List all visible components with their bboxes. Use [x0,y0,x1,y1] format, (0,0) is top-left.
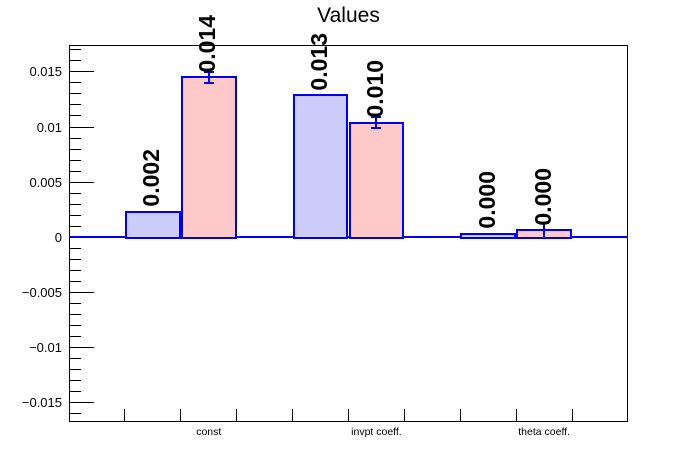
x-axis-tick [124,409,126,421]
y-axis-tick-label: −0.01 [29,339,62,355]
bar-pink-series-invpt-coeff- [348,121,405,240]
x-axis-tick [236,409,238,421]
y-axis-minor-tick [70,49,81,51]
y-axis-minor-tick [70,93,81,95]
x-axis-tick [459,409,461,421]
y-axis-minor-tick [70,137,81,139]
bar-blue-series-const [124,210,181,240]
y-axis-minor-tick [70,225,81,227]
x-axis-category-label: const [196,426,222,438]
y-axis-minor-tick [70,203,81,205]
y-axis-minor-tick [70,258,81,260]
y-axis-minor-tick [70,313,81,315]
y-axis-tick-label: 0 [54,229,62,245]
error-bar-bottom-cap [539,237,550,240]
y-axis-tick-label: 0.01 [36,119,62,135]
bar-blue-series-theta-coeff- [460,232,517,240]
x-axis-tick [292,409,294,421]
y-axis-major-tick [70,71,94,73]
bar-value-label: 0.000 [529,167,556,226]
y-axis-minor-tick [70,159,81,161]
y-axis-minor-tick [70,104,81,106]
error-bar [375,117,378,129]
y-axis-minor-tick [70,280,81,282]
y-axis-tick-label: 0.015 [29,64,62,80]
y-axis-minor-tick [70,302,81,304]
chart-title: Values [317,4,380,27]
error-bar [207,71,210,83]
y-axis-minor-tick [70,357,81,359]
y-axis-major-tick [70,401,94,403]
y-axis-minor-tick [70,269,81,271]
x-axis-tick [515,409,517,421]
y-axis-tick-label: 0.005 [29,174,62,190]
error-bar [543,222,546,239]
bar-value-label: 0.014 [194,14,221,73]
y-axis-major-tick [70,346,94,348]
x-axis-tick [403,409,405,421]
x-axis-tick [571,409,573,421]
y-axis-minor-tick [70,335,81,337]
y-axis-minor-tick [70,368,81,370]
y-axis-minor-tick [70,214,81,216]
bar-value-label: 0.013 [306,32,333,91]
y-axis-minor-tick [70,390,81,392]
y-axis-minor-tick [70,115,81,117]
y-axis-major-tick [70,181,94,183]
y-axis-major-tick [70,126,94,128]
error-bar-bottom-cap [203,81,214,84]
y-axis-major-tick [70,291,94,293]
y-axis-minor-tick [70,148,81,150]
x-axis-tick [348,409,349,421]
bar-value-label: 0.002 [138,149,165,207]
error-bar-top-cap [539,221,550,224]
plot-frame [69,45,628,422]
error-bar-bottom-cap [371,127,382,130]
y-axis-minor-tick [70,247,81,249]
bar-blue-series-invpt-coeff- [292,94,349,240]
y-axis-tick-label: −0.005 [21,284,62,300]
x-axis-category-label: invpt coeff. [351,426,402,438]
x-axis-tick [180,409,182,421]
error-bar-top-cap [203,70,214,73]
y-axis-minor-tick [70,82,81,84]
y-axis-minor-tick [70,324,81,326]
y-axis-minor-tick [70,412,81,414]
bar-value-label: 0.000 [473,171,500,229]
bar-pink-series-const [180,76,237,240]
y-axis-minor-tick [70,60,81,62]
y-axis-minor-tick [70,379,81,381]
y-axis-minor-tick [70,192,81,194]
bar-value-label: 0.010 [361,60,388,118]
error-bar-top-cap [371,116,382,119]
y-axis-minor-tick [70,170,81,172]
x-axis-category-label: theta coeff. [518,426,571,438]
y-axis-tick-label: −0.015 [21,394,62,410]
